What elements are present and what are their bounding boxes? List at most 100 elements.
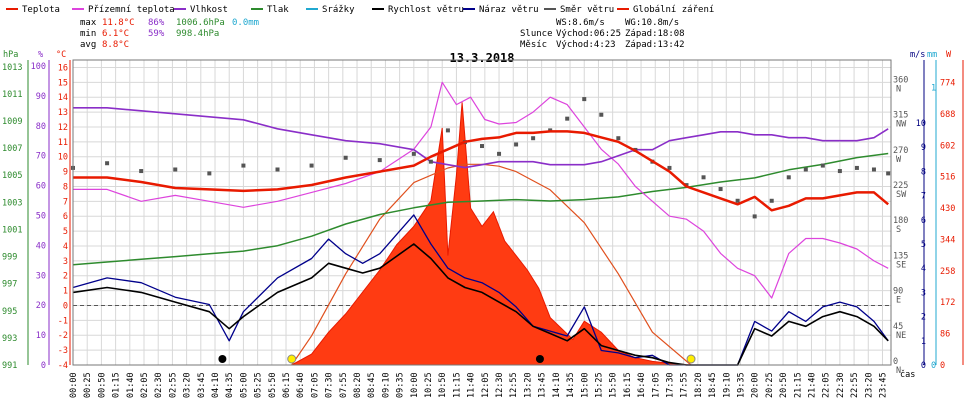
x-tick-label: 15:50: [609, 372, 619, 398]
humidity-tick-label: 50: [36, 211, 46, 221]
stat-min-label: min: [80, 29, 96, 39]
wind-dir-point: [735, 198, 740, 203]
humidity-tick-label: 30: [36, 271, 46, 281]
wind-speed-tick-label: 7: [921, 192, 926, 202]
x-tick-label: 04:35: [225, 372, 235, 398]
legend-teplota: Teplota: [22, 5, 60, 15]
x-tick-label: 02:55: [168, 372, 178, 398]
x-tick-label: 03:20: [183, 372, 193, 398]
legend-naraz-vetru: Náraz větru: [479, 5, 539, 15]
x-tick-label: 07:05: [310, 372, 320, 398]
temperature-tick-label: 4: [63, 242, 68, 252]
x-tick-label: 02:05: [140, 372, 150, 398]
x-tick-label: 07:30: [325, 372, 335, 398]
x-tick-label: 12:55: [509, 372, 519, 398]
wind-dir-point: [599, 112, 604, 117]
temperature-axis-unit: °C: [56, 50, 66, 60]
wind-gust-info: WG:10.8m/s: [625, 18, 679, 28]
plot-border: [72, 59, 892, 366]
sun-label: Slunce: [520, 29, 553, 39]
moonset-marker: [535, 355, 544, 363]
temperature-tick-label: 6: [63, 212, 68, 222]
stats-block: max 11.8°C 86% 1006.6hPa 0.0mm min 6.1°C…: [80, 18, 259, 50]
x-tick-label: 02:30: [154, 372, 164, 398]
wind-dir-point: [497, 151, 502, 156]
x-tick-label: 11:15: [452, 372, 462, 398]
moonrise-marker: [218, 355, 227, 363]
wind-dir-tick-label: 45: [893, 322, 903, 332]
wind-speed-tick-label: 9: [921, 143, 926, 153]
humidity-tick-label: 40: [36, 241, 46, 251]
wind-dir-point: [582, 97, 587, 102]
x-axis-label: čas: [900, 369, 915, 380]
pressure-tick-label: 991: [2, 361, 17, 371]
stat-max-temp: 11.8°C: [102, 18, 135, 28]
x-tick-label: 08:45: [367, 372, 377, 398]
radiation-tick-label: 602: [940, 141, 955, 151]
pressure-tick-label: 1001: [2, 225, 22, 235]
wind-dir-point: [718, 187, 723, 192]
radiation-tick-label: 86: [940, 330, 950, 340]
wind-dir-point: [445, 128, 450, 133]
legend-prizemni-teplota: Přízemní teplota: [88, 5, 175, 15]
temperature-tick-label: -1: [58, 316, 68, 326]
wind-dir-point: [886, 171, 891, 176]
x-tick-label: 14:10: [552, 372, 562, 398]
temperature-tick-label: -3: [58, 346, 68, 356]
x-tick-label: 23:45: [878, 372, 888, 398]
wind-dir-tick-label: 135: [893, 251, 908, 261]
radiation-axis-unit: W: [946, 50, 952, 60]
x-tick-label: 00:00: [69, 372, 79, 398]
x-tick-label: 10:00: [410, 372, 420, 398]
temperature-tick-label: -2: [58, 331, 68, 341]
x-tick-label: 11:40: [467, 372, 477, 398]
x-tick-label: 17:05: [651, 372, 661, 398]
humidity-tick-label: 60: [36, 182, 46, 192]
wind-dir-point: [428, 159, 433, 164]
x-tick-label: 12:05: [481, 372, 491, 398]
wind-dir-point: [701, 175, 706, 180]
wind-dir-point: [275, 167, 280, 172]
rain-axis-unit: mm: [927, 50, 937, 60]
temperature-tick-label: 1: [63, 287, 68, 297]
series-prizemni-teplota: [73, 81, 889, 299]
wind-dir-point: [411, 151, 416, 156]
series-teplota: [73, 130, 890, 212]
x-tick-label: 05:50: [268, 372, 278, 398]
wind-speed-tick-label: 8: [921, 167, 926, 177]
stat-min-temp: 6.1°C: [102, 29, 129, 39]
wind-dir-tick-label: 360: [893, 75, 908, 85]
x-tick-label: 19:10: [722, 372, 732, 398]
wind-dir-tick-label: 315: [893, 111, 908, 121]
wind-speed-tick-label: 3: [921, 288, 926, 298]
stat-avg-temp: 8.8°C: [102, 40, 129, 50]
sunrise: Východ:06:25: [556, 29, 621, 39]
temperature-tick-label: -4: [58, 361, 68, 371]
temperature-tick-label: 11: [58, 138, 68, 148]
legend-rychlost-vetru: Rychlost větru: [388, 5, 464, 15]
wind-dir-point: [820, 163, 825, 168]
x-tick-label: 13:20: [523, 372, 533, 398]
x-tick-label: 21:40: [807, 372, 817, 398]
stat-max-label: max: [80, 18, 97, 28]
sunrise-marker: [287, 354, 297, 364]
wind-dir-point: [752, 214, 757, 219]
moonrise: Východ:4:23: [556, 40, 616, 50]
legend-vlhkost: Vlhkost: [190, 5, 228, 15]
stat-min-press: 998.4hPa: [176, 29, 219, 39]
wind-dir-compass-label: NE: [896, 331, 906, 341]
humidity-tick-label: 20: [36, 301, 46, 311]
stat-max-rain: 0.0mm: [232, 18, 259, 28]
pressure-tick-label: 1003: [2, 198, 22, 208]
wind-dir-compass-label: N: [896, 84, 901, 94]
stat-max-hum: 86%: [148, 18, 165, 28]
x-tick-label: 22:55: [850, 372, 860, 398]
wind-dir-tick-label: 180: [893, 216, 908, 226]
x-tick-label: 09:35: [396, 372, 406, 398]
wind-dir-point: [514, 142, 519, 147]
temperature-tick-label: 14: [58, 93, 68, 103]
series-vlhkost: [73, 107, 889, 169]
wind-dir-point: [854, 165, 859, 170]
wind-speed-info: WS:8.6m/s: [556, 18, 605, 28]
humidity-tick-label: 100: [31, 62, 46, 72]
